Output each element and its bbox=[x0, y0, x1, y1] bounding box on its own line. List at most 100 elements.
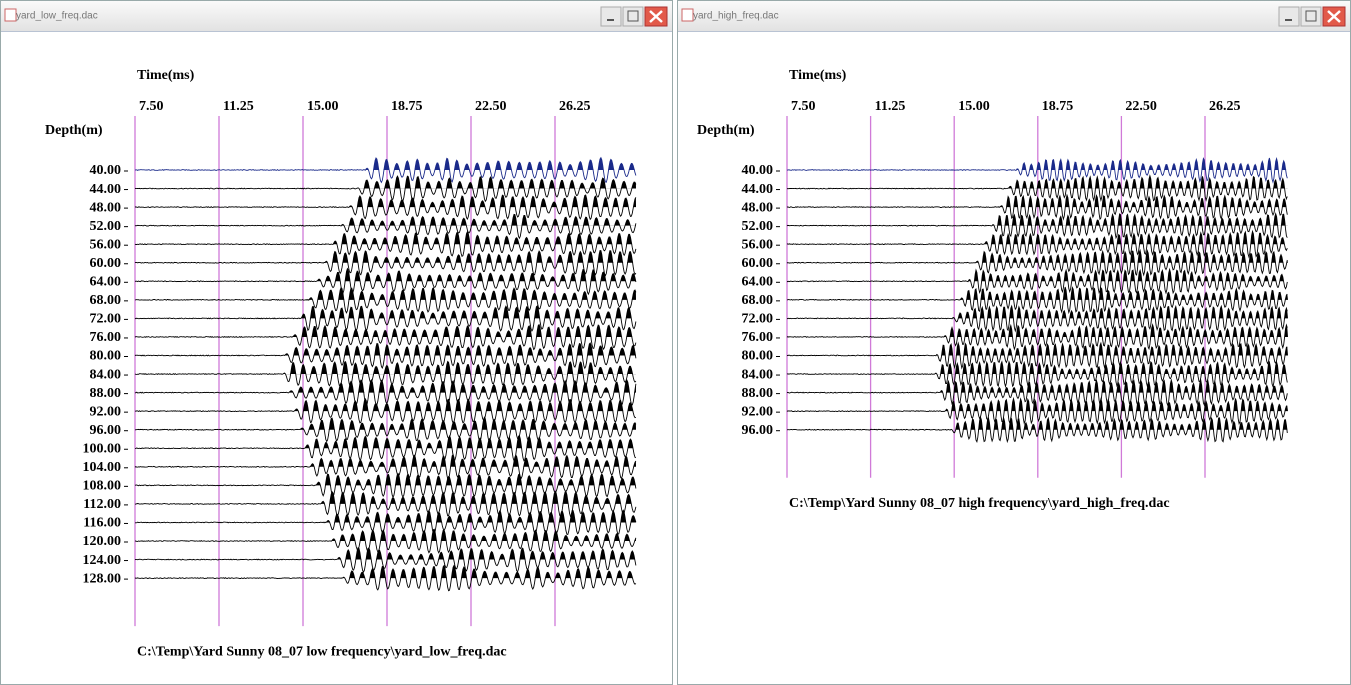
time-tick-label: 26.25 bbox=[1209, 99, 1241, 114]
window-frame bbox=[0, 0, 673, 685]
depth-tick-label: 84.00 bbox=[90, 367, 122, 382]
time-tick-label: 15.00 bbox=[307, 99, 339, 114]
trace bbox=[134, 472, 637, 499]
depth-tick-label: 56.00 bbox=[90, 237, 122, 252]
depth-tick-label: 84.00 bbox=[742, 367, 774, 382]
window-frame bbox=[677, 0, 1351, 685]
trace-fill bbox=[135, 379, 636, 393]
close-glyph bbox=[1327, 10, 1341, 23]
depth-tick-label: 96.00 bbox=[90, 423, 122, 438]
time-tick-label: 22.50 bbox=[1125, 99, 1157, 114]
trace bbox=[134, 342, 637, 370]
trace-fill bbox=[135, 547, 636, 560]
time-tick-label: 22.50 bbox=[475, 99, 507, 114]
trace bbox=[786, 156, 1288, 184]
trace bbox=[134, 378, 637, 407]
trace-fill bbox=[135, 343, 636, 356]
window: yard_high_freq.dac Time(ms) Depth(m) 7.50 11… bbox=[677, 0, 1351, 685]
title-bar bbox=[1, 1, 672, 31]
depth-tick-label: 116.00 bbox=[83, 516, 121, 531]
minimize-button[interactable] bbox=[600, 6, 622, 27]
trace-fill bbox=[135, 176, 636, 189]
trace bbox=[135, 416, 637, 443]
depth-tick-label: 52.00 bbox=[742, 219, 774, 234]
trace bbox=[134, 305, 637, 333]
trace-fill bbox=[135, 454, 636, 467]
depth-tick-label: 88.00 bbox=[90, 386, 122, 401]
maximize-glyph bbox=[627, 10, 639, 22]
trace bbox=[786, 378, 1288, 408]
depth-tick-label: 80.00 bbox=[90, 349, 122, 364]
trace bbox=[134, 250, 637, 277]
time-tick-label: 7.50 bbox=[791, 99, 816, 114]
depth-axis-label: Depth(m) bbox=[45, 123, 103, 138]
time-tick-label: 7.50 bbox=[139, 99, 164, 114]
depth-tick-label: 64.00 bbox=[742, 275, 774, 290]
depth-tick-label: 88.00 bbox=[742, 386, 774, 401]
trace bbox=[786, 323, 1288, 351]
trace bbox=[134, 360, 637, 388]
depth-tick-label: 60.00 bbox=[90, 256, 122, 271]
maximize-button[interactable] bbox=[1300, 6, 1322, 27]
trace bbox=[134, 175, 637, 203]
depth-tick-label: 40.00 bbox=[90, 163, 122, 178]
time-tick-label: 26.25 bbox=[559, 99, 591, 114]
depth-tick-label: 48.00 bbox=[90, 200, 122, 215]
trace bbox=[786, 212, 1288, 240]
trace-fill bbox=[787, 250, 1288, 263]
trace-fill bbox=[135, 268, 636, 282]
depth-tick-label: 60.00 bbox=[742, 256, 774, 271]
time-tick-label: 15.00 bbox=[958, 99, 990, 114]
trace bbox=[786, 193, 1288, 221]
depth-tick-label: 128.00 bbox=[83, 571, 122, 586]
time-tick-label: 18.75 bbox=[391, 99, 423, 114]
depth-tick-label: 120.00 bbox=[83, 534, 122, 549]
depth-tick-label: 72.00 bbox=[90, 312, 122, 327]
depth-tick-label: 112.00 bbox=[83, 497, 121, 512]
trace bbox=[786, 415, 1288, 444]
time-tick-label: 11.25 bbox=[223, 99, 254, 114]
depth-tick-label: 96.00 bbox=[742, 423, 774, 438]
window-icon bbox=[681, 8, 694, 22]
trace bbox=[786, 174, 1288, 203]
depth-tick-label: 104.00 bbox=[83, 460, 122, 475]
depth-tick-label: 80.00 bbox=[742, 349, 774, 364]
trace bbox=[786, 304, 1288, 333]
window-title: yard_high_freq.dac bbox=[693, 11, 779, 22]
trace bbox=[134, 434, 637, 462]
trace-fill bbox=[787, 213, 1288, 226]
depth-tick-label: 44.00 bbox=[742, 182, 774, 197]
trace bbox=[134, 453, 637, 480]
trace-fill bbox=[135, 491, 636, 504]
trace bbox=[134, 323, 637, 351]
close-glyph bbox=[649, 10, 663, 23]
depth-tick-label: 76.00 bbox=[90, 330, 122, 345]
trace bbox=[134, 194, 637, 221]
depth-tick-label: 124.00 bbox=[83, 553, 122, 568]
depth-tick-label: 108.00 bbox=[83, 479, 122, 494]
title-bar bbox=[678, 1, 1350, 31]
trace bbox=[134, 547, 637, 574]
trace-fill bbox=[787, 195, 1288, 208]
depth-tick-label: 40.00 bbox=[742, 163, 774, 178]
trace bbox=[786, 229, 1288, 259]
window: yard_low_freq.dac Time(ms) Depth(m) 7.50 11.… bbox=[0, 0, 673, 685]
time-tick-label: 18.75 bbox=[1042, 99, 1074, 114]
time-axis-label: Time(ms) bbox=[137, 68, 195, 83]
trace bbox=[135, 509, 637, 536]
trace-fill bbox=[135, 361, 636, 375]
trace bbox=[786, 396, 1288, 426]
file-caption: C:\Temp\Yard Sunny 08_07 low frequency\y… bbox=[137, 644, 507, 659]
depth-tick-label: 92.00 bbox=[742, 404, 774, 419]
trace bbox=[134, 564, 637, 592]
depth-tick-label: 64.00 bbox=[90, 275, 122, 290]
time-tick-label: 11.25 bbox=[875, 99, 906, 114]
trace-fill bbox=[135, 231, 636, 245]
trace bbox=[134, 397, 636, 425]
depth-tick-label: 72.00 bbox=[742, 312, 774, 327]
minimize-button[interactable] bbox=[1278, 6, 1300, 27]
depth-tick-label: 92.00 bbox=[90, 404, 122, 419]
maximize-button[interactable] bbox=[622, 6, 644, 27]
trace bbox=[134, 230, 637, 258]
trace bbox=[786, 267, 1288, 295]
